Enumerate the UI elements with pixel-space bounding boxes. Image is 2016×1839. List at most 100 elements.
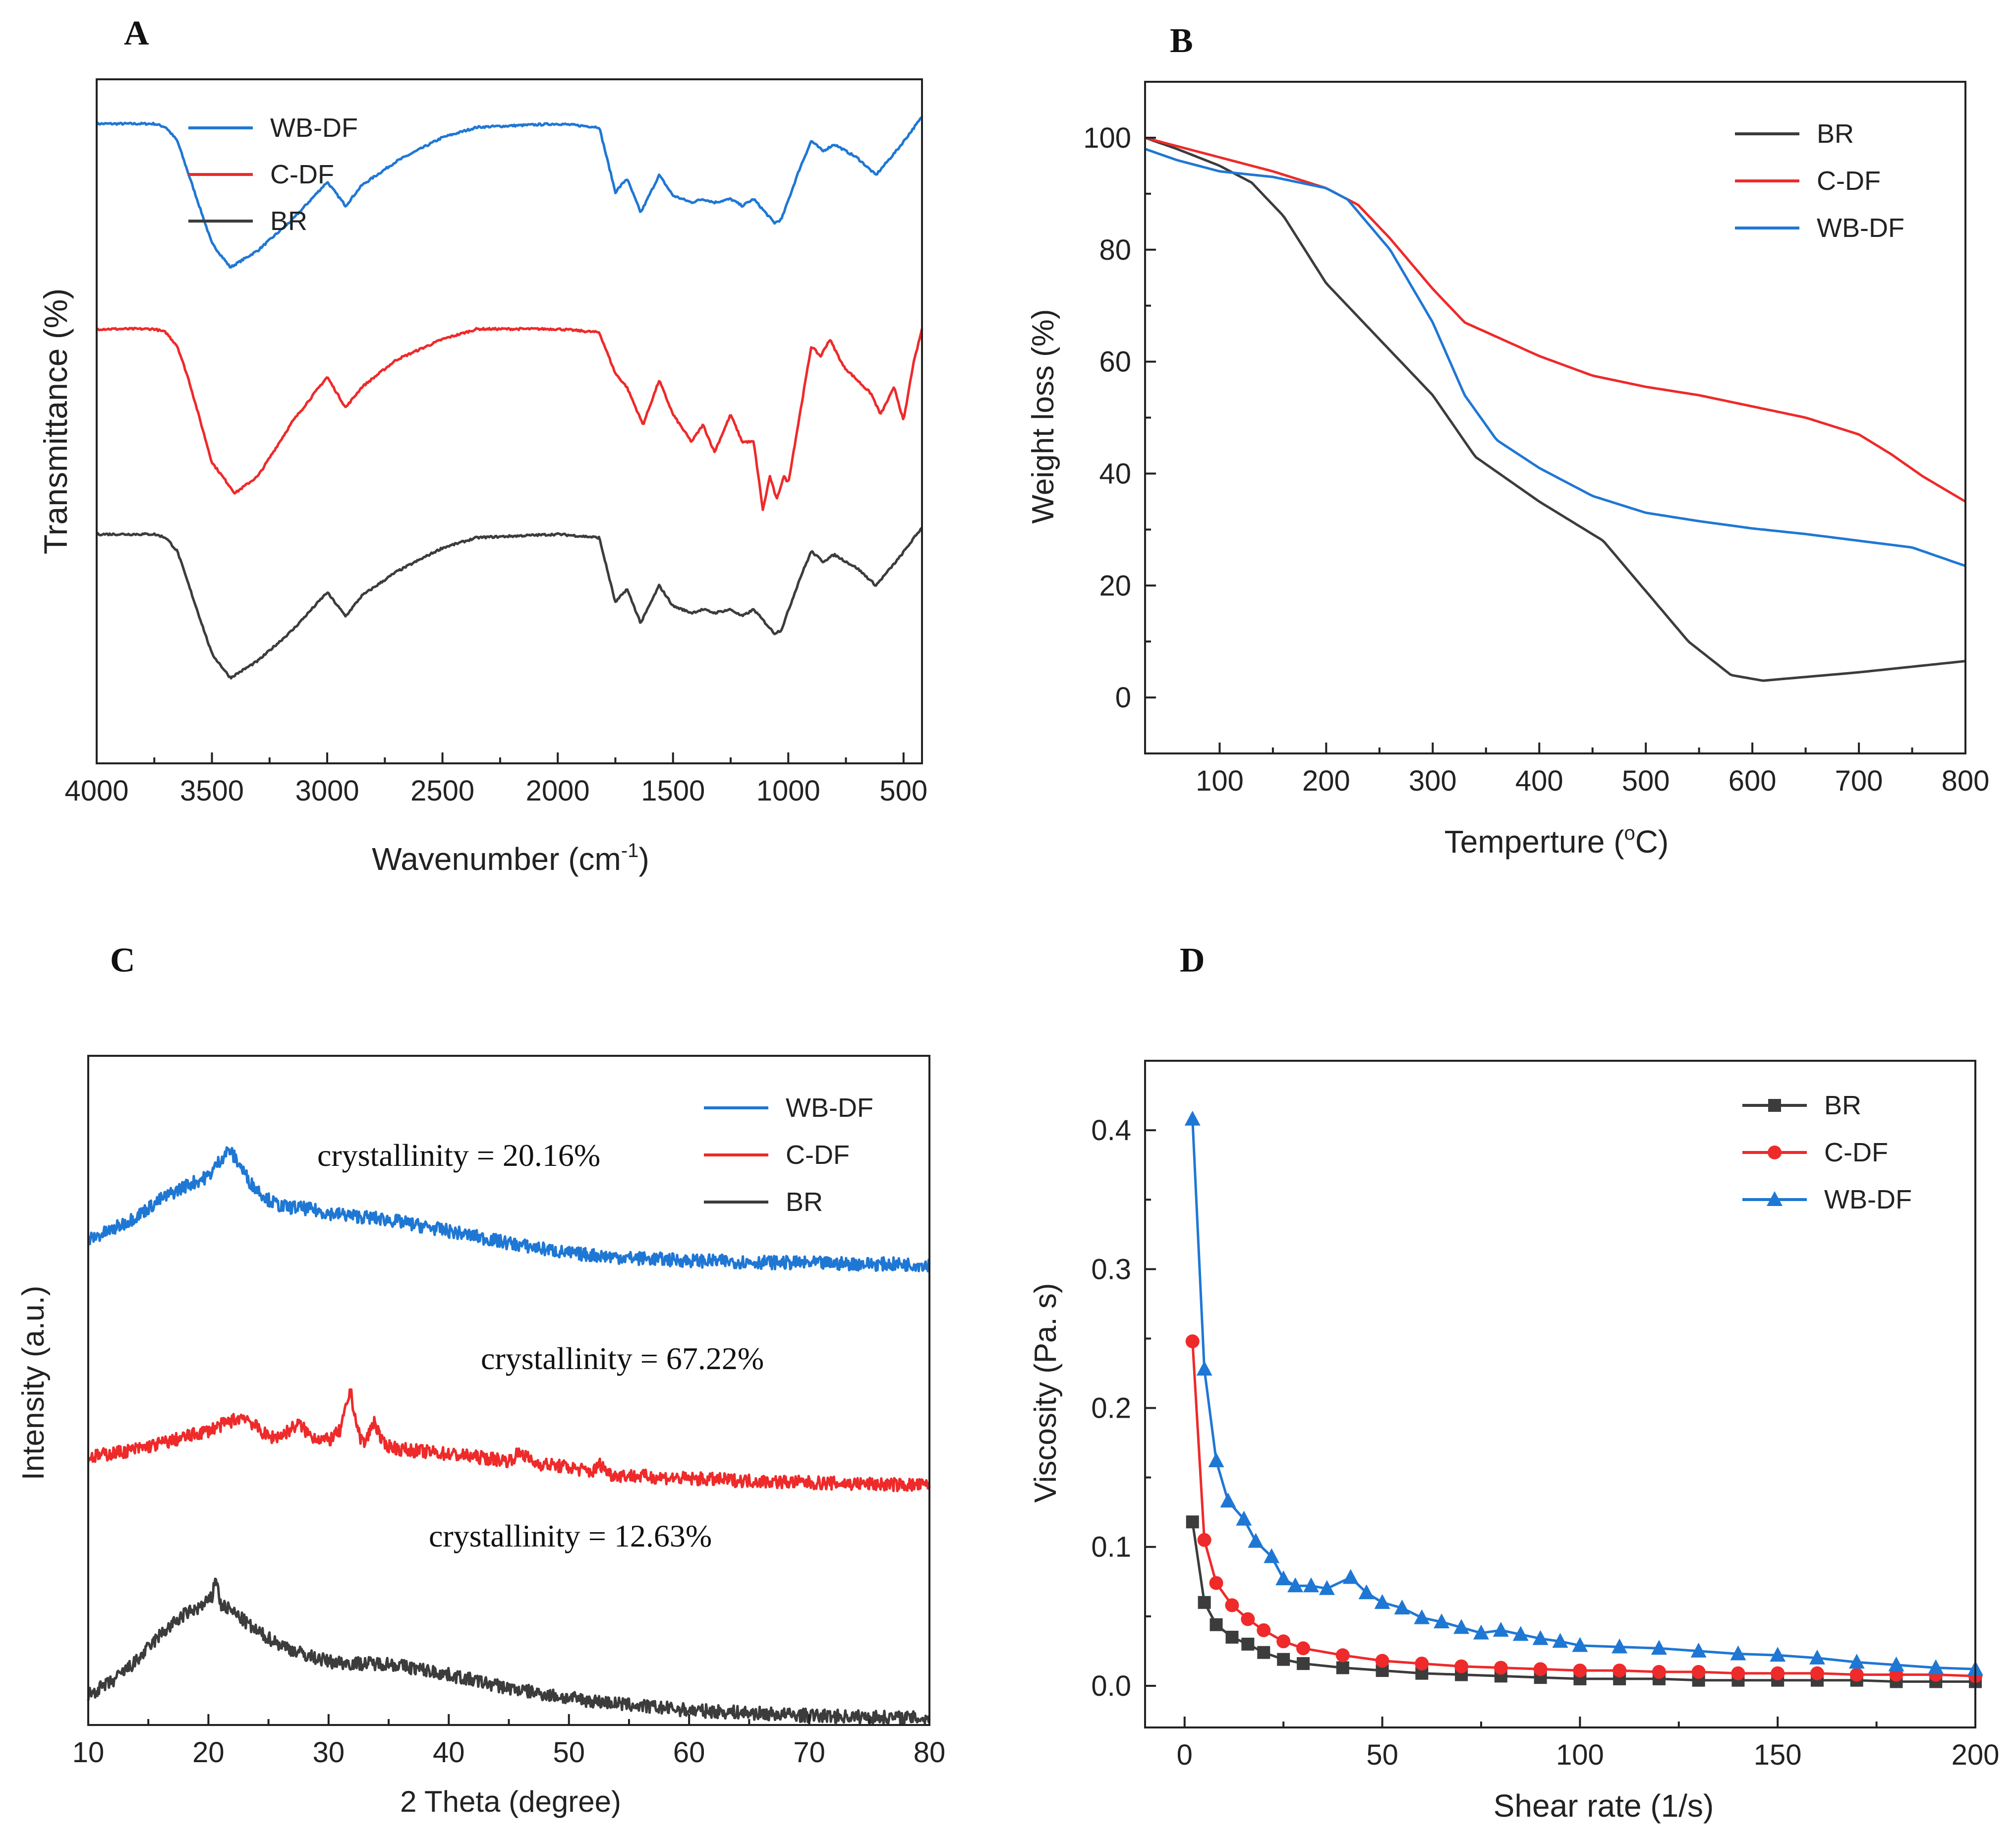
chart-d: 0 50 100 150 200 0.0 0.1 0.2 0.3 0.4 BR C-DF WB-DF…: [1029, 1060, 1999, 1824]
chart-c-legend: WB-DF C-DF BR: [704, 1093, 873, 1217]
chart-d-point-wbdf: [1208, 1452, 1224, 1467]
chart-b-x-tick-label: 600: [1728, 765, 1777, 797]
chart-d-point-wbdf: [1612, 1638, 1628, 1654]
chart-d-point-wbdf: [1848, 1654, 1865, 1669]
chart-a-legend: WB-DF C-DF BR: [188, 113, 358, 236]
chart-d-point-wbdf: [1493, 1621, 1509, 1637]
chart-d-legend-marker: [1768, 1146, 1782, 1159]
chart-d-point-wbdf: [1532, 1630, 1549, 1645]
panel-label-a: A: [124, 14, 149, 53]
chart-d-point-wbdf: [1220, 1493, 1236, 1508]
chart-b-y-tick-label: 0: [1115, 682, 1131, 714]
chart-a-x-tick-label: 2500: [410, 775, 474, 807]
chart-a-ylabel: Transmittance (%): [37, 288, 74, 555]
chart-c-ylabel: Intensity (a.u.): [16, 1286, 51, 1481]
chart-d-point-cdf: [1810, 1666, 1824, 1680]
chart-d-point-cdf: [1849, 1667, 1864, 1682]
chart-c-annotation-wbdf: crystallinity = 20.16%: [317, 1138, 600, 1173]
chart-b: 100 200 300 400 500 600 700 800 0 20 40 60 80 100 BR…: [1026, 81, 1990, 860]
chart-c-x-tick-label: 20: [192, 1736, 225, 1769]
chart-d-point-cdf: [1691, 1665, 1706, 1679]
chart-c-x-tick-label: 30: [313, 1736, 345, 1769]
chart-d-point-wbdf: [1690, 1642, 1707, 1658]
chart-b-x-tick-label: 800: [1942, 765, 1990, 797]
chart-a-x-tick-label: 500: [879, 775, 927, 807]
chart-d-point-br: [1336, 1661, 1349, 1674]
chart-d-point-wbdf: [1264, 1548, 1280, 1563]
chart-d-point-cdf: [1731, 1666, 1745, 1680]
chart-b-series-br-line: [1145, 136, 1966, 682]
chart-b-x-tick-label: 700: [1835, 765, 1883, 797]
chart-c-x-tick-label: 80: [914, 1736, 946, 1769]
chart-b-xlabel: Temperture (oC): [1444, 822, 1669, 860]
chart-b-y-tick-label: 80: [1099, 234, 1131, 266]
chart-d-point-wbdf: [1303, 1577, 1319, 1593]
chart-d-point-cdf: [1241, 1612, 1255, 1626]
chart-d-point-br: [1241, 1637, 1255, 1651]
chart-d-y-tick-label: 0.1: [1091, 1531, 1131, 1563]
chart-d-y-axis: 0.0 0.1 0.2 0.3 0.4: [1091, 1114, 1156, 1702]
chart-c-series-br-line: [87, 1577, 931, 1726]
chart-d-y-tick-label: 0.4: [1091, 1114, 1131, 1147]
chart-a-legend-label: C-DF: [270, 160, 334, 189]
chart-d-point-wbdf: [1651, 1640, 1667, 1655]
chart-d-point-wbdf: [1196, 1361, 1212, 1376]
chart-c-legend-label: WB-DF: [786, 1093, 873, 1123]
chart-b-ylabel: Weight loss (%): [1026, 309, 1060, 524]
chart-d-point-br: [1225, 1630, 1239, 1644]
chart-d-y-tick-label: 0.3: [1091, 1253, 1131, 1285]
chart-a-x-tick-label: 3000: [295, 775, 359, 807]
chart-c-x-tick-label: 10: [72, 1736, 105, 1769]
chart-d-point-wbdf: [1512, 1626, 1529, 1641]
chart-b-y-tick-label: 100: [1083, 122, 1131, 154]
chart-b-legend-label: WB-DF: [1817, 213, 1904, 243]
chart-d-legend-marker: [1767, 1191, 1783, 1206]
chart-d-ylabel: Viscosity (Pa. s): [1029, 1283, 1063, 1502]
chart-c-series-cdf-line: [87, 1388, 931, 1493]
chart-c-annotation-br: crystallinity = 12.63%: [429, 1518, 712, 1553]
chart-d-point-wbdf: [1770, 1647, 1786, 1662]
chart-d-point-cdf: [1257, 1623, 1271, 1637]
panel-label-b: B: [1170, 22, 1193, 60]
chart-a-x-tick-label: 1000: [756, 775, 820, 807]
chart-a-x-tick-label: 2000: [526, 775, 590, 807]
chart-b-legend: BR C-DF WB-DF: [1735, 119, 1904, 243]
chart-a-x-axis: 4000 3500 3000 2500 2000 1500 1000 500: [64, 752, 927, 807]
chart-c-x-tick-label: 70: [793, 1736, 825, 1769]
chart-d-point-cdf: [1197, 1533, 1211, 1547]
chart-d-point-cdf: [1652, 1665, 1666, 1679]
chart-d-point-wbdf: [1928, 1659, 1944, 1674]
chart-b-x-tick-label: 400: [1515, 765, 1563, 797]
chart-d-point-cdf: [1335, 1648, 1350, 1663]
chart-d-point-cdf: [1415, 1657, 1429, 1671]
chart-a: 4000 3500 3000 2500 2000 1500 1000 500 WB-DF C-D…: [37, 78, 927, 877]
chart-d-point-wbdf: [1275, 1570, 1292, 1586]
chart-a-x-tick-label: 1500: [641, 775, 705, 807]
chart-c-annotation-cdf: crystallinity = 67.22%: [481, 1341, 764, 1376]
chart-d-point-br: [1257, 1646, 1270, 1659]
chart-a-series: [95, 116, 923, 680]
chart-d-series-cdf-line: [1191, 1341, 1976, 1677]
chart-d-point-br: [1198, 1596, 1211, 1609]
chart-d-point-br: [1210, 1618, 1223, 1631]
chart-d-legend-label: C-DF: [1824, 1138, 1888, 1167]
chart-d-point-wbdf: [1730, 1645, 1746, 1661]
chart-d-point-cdf: [1573, 1664, 1587, 1678]
chart-d-point-wbdf: [1374, 1594, 1390, 1609]
chart-d-point-wbdf: [1358, 1584, 1375, 1600]
chart-d-xlabel: Shear rate (1/s): [1494, 1788, 1714, 1824]
chart-d-legend-marker: [1768, 1099, 1781, 1112]
chart-d-point-wbdf: [1236, 1510, 1252, 1526]
chart-b-legend-label: BR: [1817, 119, 1854, 149]
chart-d-point-cdf: [1185, 1334, 1200, 1349]
chart-d-point-cdf: [1771, 1666, 1785, 1680]
panel-label-d: D: [1180, 941, 1205, 979]
chart-a-xlabel: Wavenumber (cm-1): [372, 840, 649, 877]
chart-c-x-tick-label: 40: [433, 1736, 465, 1769]
chart-d-point-br: [1277, 1653, 1290, 1666]
chart-c-x-axis: 10 20 30 40 50 60 70 80: [72, 1714, 946, 1769]
chart-a-series-wbdf-line: [95, 116, 922, 269]
chart-d-point-cdf: [1613, 1664, 1627, 1678]
chart-b-x-tick-label: 500: [1622, 765, 1670, 797]
